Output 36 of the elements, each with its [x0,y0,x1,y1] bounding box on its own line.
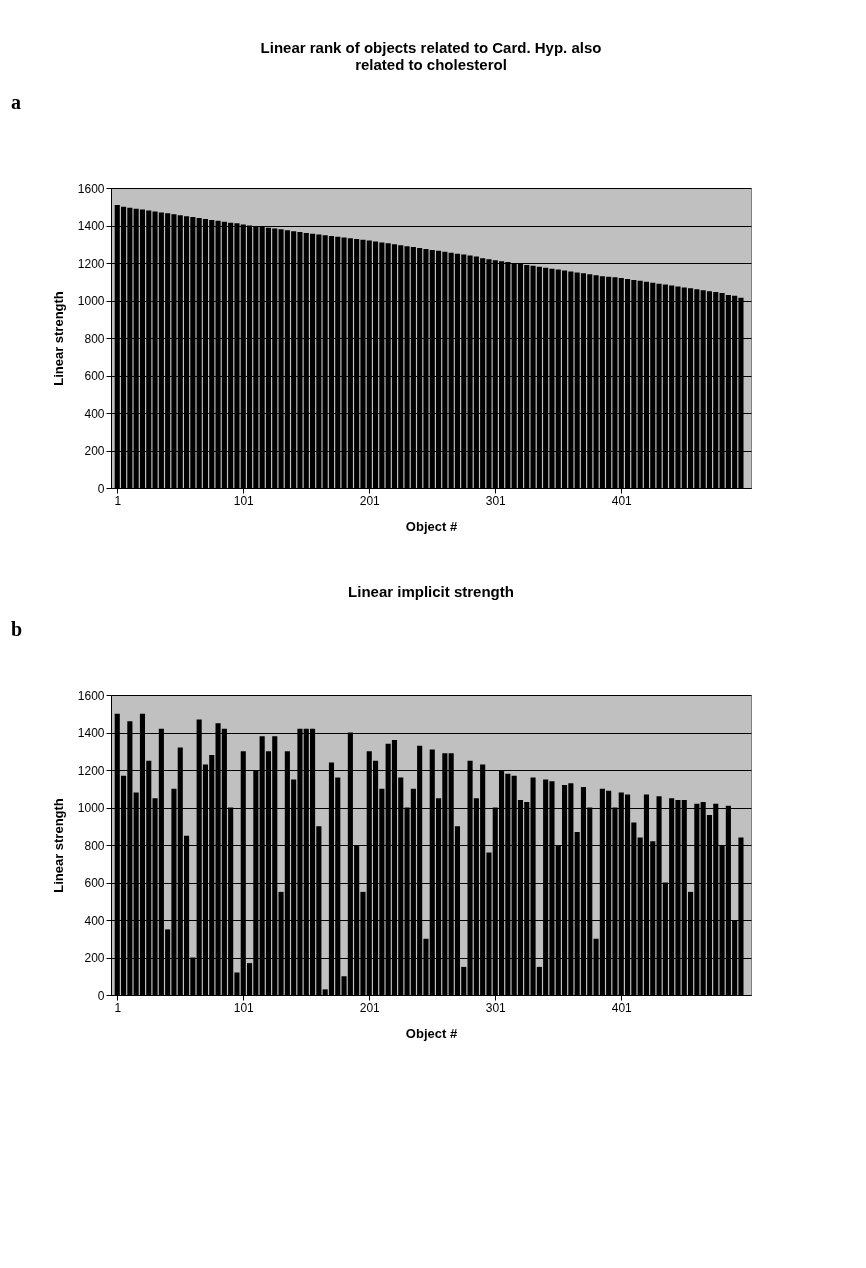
y-tick-label: 600 [84,369,105,383]
y-tick-label: 400 [84,406,105,421]
chart-title: Linear rank of objects related to Card. Hyp. also related to cholesterol [260,39,602,73]
y-tick-label: 0 [97,988,105,1003]
y-tick-label: 1200 [77,763,105,778]
y-tick-label: 200 [84,444,105,458]
chart-title: Linear implicit strength [348,583,514,600]
y-tick-label: 0 [97,481,105,496]
y-tick-label: 400 [84,913,105,928]
y-tick-label: 200 [84,951,105,965]
x-tick-label: 201 [359,1000,381,1015]
y-tick-label: 800 [84,838,105,853]
y-tick-label: 600 [84,876,105,890]
y-tick-label: 1200 [77,256,105,271]
x-tick-label: 301 [485,493,507,508]
x-axis-title: Object # [405,1025,458,1041]
y-tick-label: 1600 [77,688,105,703]
y-tick-label: 800 [84,331,105,346]
x-tick-label: 401 [611,1000,633,1015]
y-tick-label: 1600 [77,181,105,196]
x-axis-title: Object # [405,518,458,534]
x-tick-label: 401 [611,493,633,508]
x-tick-label: 201 [359,493,381,508]
y-tick-label: 1000 [77,801,105,815]
x-tick-label: 301 [485,1000,507,1015]
text: a [11,91,21,113]
x-tick-label: 1 [114,493,122,508]
text: b [11,618,23,640]
x-tick-label: 101 [233,1000,255,1015]
x-tick-label: 1 [114,1000,122,1015]
y-axis-title: Linear strength [50,798,66,893]
y-tick-label: 1000 [77,294,105,308]
y-tick-label: 1400 [77,726,105,740]
y-axis-title: Linear strength [50,291,66,386]
x-tick-label: 101 [233,493,255,508]
y-tick-label: 1400 [77,219,105,233]
